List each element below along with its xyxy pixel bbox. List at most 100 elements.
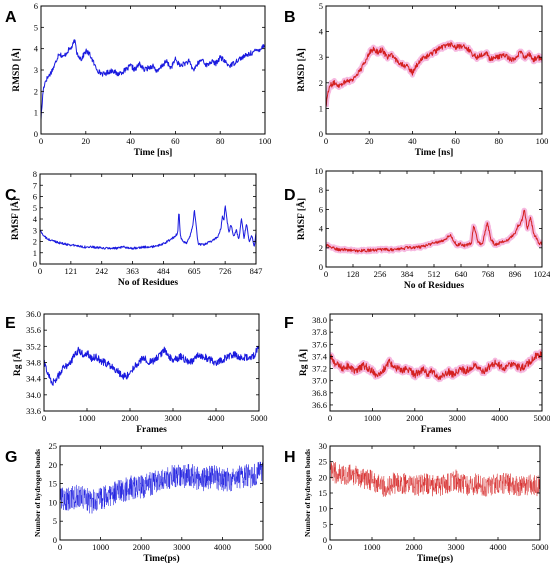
panel-D: D 0 128 256 384 512 640 768 896 1024 0 2 4 6 8 10 No of … bbox=[284, 166, 550, 291]
x-tick-label: 100 bbox=[259, 136, 272, 146]
x-axis-label: Time(ps) bbox=[417, 553, 453, 564]
x-tick-label: 1000 bbox=[364, 542, 381, 552]
y-tick-label: 0 bbox=[33, 259, 37, 269]
x-tick-label: 4000 bbox=[491, 413, 508, 423]
x-tick-label: 100 bbox=[536, 136, 549, 146]
x-tick-label: 4000 bbox=[208, 413, 225, 423]
x-tick-label: 0 bbox=[328, 413, 332, 423]
y-tick-label: 5 bbox=[33, 203, 37, 213]
x-tick-label: 256 bbox=[374, 269, 387, 279]
y-tick-label: 37.8 bbox=[312, 327, 327, 337]
y-tick-label: 6 bbox=[34, 1, 38, 11]
x-axis-label: Frames bbox=[421, 425, 452, 435]
x-tick-label: 80 bbox=[216, 136, 225, 146]
x-tick-label: 3000 bbox=[449, 413, 466, 423]
series-line bbox=[44, 345, 259, 386]
x-axis-label: No of Residues bbox=[404, 281, 464, 291]
y-tick-label: 34.8 bbox=[26, 358, 41, 368]
y-tick-label: 4 bbox=[34, 44, 39, 54]
x-tick-label: 0 bbox=[328, 542, 332, 552]
panel-label: G bbox=[5, 449, 17, 466]
x-tick-label: 1000 bbox=[364, 413, 381, 423]
x-tick-label: 5000 bbox=[532, 542, 549, 552]
x-tick-label: 80 bbox=[495, 136, 504, 146]
x-tick-label: 512 bbox=[428, 269, 441, 279]
y-tick-label: 30 bbox=[319, 441, 328, 451]
panel-label: A bbox=[5, 9, 17, 26]
x-tick-label: 2000 bbox=[122, 413, 139, 423]
x-tick-label: 1000 bbox=[79, 413, 96, 423]
y-tick-label: 0 bbox=[319, 262, 323, 272]
x-tick-label: 0 bbox=[58, 542, 62, 552]
x-tick-label: 896 bbox=[509, 269, 522, 279]
x-tick-label: 0 bbox=[42, 413, 46, 423]
y-tick-label: 3 bbox=[319, 52, 323, 62]
y-tick-label: 37.4 bbox=[312, 351, 328, 361]
panel-A: A 0 20 40 60 80 100 0 1 2 3 4 5 6 Time [ns] RMSD [Å] bbox=[5, 1, 271, 158]
y-axis-label: Rg [Å] bbox=[11, 349, 23, 376]
series-line bbox=[60, 461, 263, 514]
x-tick-label: 1000 bbox=[92, 542, 109, 552]
y-tick-label: 3 bbox=[34, 65, 38, 75]
y-tick-label: 6 bbox=[33, 192, 37, 202]
x-tick-label: 5000 bbox=[251, 413, 268, 423]
x-axis-label: Time(ps) bbox=[143, 553, 179, 564]
y-tick-label: 3 bbox=[33, 225, 37, 235]
x-tick-label: 605 bbox=[188, 266, 201, 276]
panel-label: E bbox=[5, 315, 16, 332]
y-axis-label: RMSF [Å] bbox=[9, 198, 21, 240]
y-tick-label: 20 bbox=[319, 472, 328, 482]
x-axis-label: Time [ns] bbox=[134, 148, 173, 158]
plot-frame bbox=[40, 5, 266, 135]
y-tick-label: 6 bbox=[319, 204, 323, 214]
x-tick-label: 40 bbox=[126, 136, 135, 146]
x-tick-label: 0 bbox=[39, 136, 43, 146]
x-tick-label: 5000 bbox=[255, 542, 272, 552]
y-tick-label: 33.6 bbox=[26, 406, 41, 416]
y-tick-label: 4 bbox=[33, 214, 38, 224]
y-tick-label: 10 bbox=[49, 497, 58, 507]
y-tick-label: 36.8 bbox=[312, 388, 327, 398]
x-tick-label: 0 bbox=[38, 266, 42, 276]
x-tick-label: 40 bbox=[408, 136, 417, 146]
y-tick-label: 34.4 bbox=[26, 374, 42, 384]
y-tick-label: 1 bbox=[34, 108, 38, 118]
panel-H: H 0 1000 2000 3000 4000 5000 0 5 10 15 20 25 30 Time(p… bbox=[284, 441, 549, 564]
y-tick-label: 5 bbox=[319, 1, 323, 11]
y-tick-label: 15 bbox=[49, 479, 58, 489]
x-axis-label: No of Residues bbox=[118, 278, 178, 288]
y-tick-label: 25 bbox=[319, 457, 328, 467]
x-tick-label: 2000 bbox=[406, 542, 423, 552]
y-tick-label: 0 bbox=[53, 535, 57, 545]
y-axis-label: Rg [Å] bbox=[297, 349, 309, 376]
x-tick-label: 847 bbox=[250, 266, 263, 276]
y-tick-label: 36.6 bbox=[312, 400, 327, 410]
x-tick-label: 768 bbox=[482, 269, 495, 279]
plot-frame bbox=[59, 445, 264, 541]
x-tick-label: 3000 bbox=[165, 413, 182, 423]
y-tick-label: 37.0 bbox=[312, 376, 327, 386]
y-tick-label: 0 bbox=[34, 129, 38, 139]
y-tick-label: 4 bbox=[319, 27, 324, 37]
x-tick-label: 121 bbox=[64, 266, 77, 276]
x-tick-label: 640 bbox=[455, 269, 468, 279]
y-tick-label: 2 bbox=[319, 243, 323, 253]
y-tick-label: 10 bbox=[319, 504, 328, 514]
y-tick-label: 35.6 bbox=[26, 325, 41, 335]
y-tick-label: 37.6 bbox=[312, 339, 327, 349]
y-tick-label: 34.0 bbox=[26, 390, 41, 400]
panel-label: F bbox=[284, 315, 294, 332]
y-tick-label: 2 bbox=[319, 78, 323, 88]
x-tick-label: 726 bbox=[219, 266, 232, 276]
y-tick-label: 2 bbox=[33, 237, 37, 247]
panel-label: D bbox=[284, 187, 296, 204]
y-tick-label: 0 bbox=[319, 129, 323, 139]
y-tick-label: 20 bbox=[49, 460, 58, 470]
x-tick-label: 128 bbox=[347, 269, 360, 279]
series-line bbox=[326, 207, 542, 255]
y-tick-label: 8 bbox=[33, 169, 37, 179]
panel-F: F 0 1000 2000 3000 4000 5000 36.6 36.8 37.0 37.2 37… bbox=[284, 313, 550, 435]
panel-E: E 0 1000 2000 3000 4000 5000 33.6 34.0 34.4 34.8 35… bbox=[5, 309, 268, 435]
y-tick-label: 4 bbox=[319, 224, 324, 234]
